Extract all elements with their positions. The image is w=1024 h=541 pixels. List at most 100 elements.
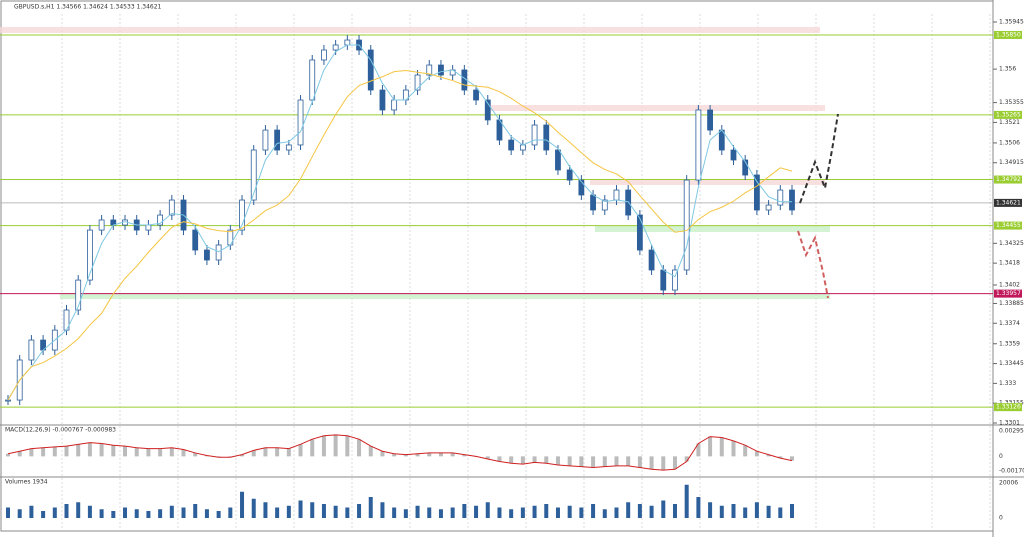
macd-bar bbox=[6, 453, 10, 457]
macd-bar bbox=[193, 452, 198, 457]
macd-bar bbox=[485, 456, 490, 459]
macd-bar bbox=[123, 446, 128, 457]
macd-bar bbox=[392, 453, 397, 457]
volume-bar bbox=[169, 505, 174, 518]
volume-bar bbox=[29, 505, 34, 518]
candle bbox=[168, 199, 175, 216]
candle bbox=[204, 249, 210, 261]
level-tag bbox=[994, 30, 1022, 39]
macd-signal bbox=[7, 434, 793, 471]
candle bbox=[636, 214, 643, 251]
volume-bar bbox=[567, 505, 572, 518]
macd-bar bbox=[52, 446, 57, 457]
macd-bar bbox=[509, 456, 514, 464]
candle bbox=[274, 129, 281, 151]
macd-bar bbox=[263, 447, 268, 457]
chart-header: GBPUSD.s,H1 1.34566 1.34624 1.34533 1.34… bbox=[14, 4, 162, 11]
candle bbox=[332, 44, 339, 51]
candle bbox=[484, 99, 491, 121]
volume-bar bbox=[649, 505, 654, 518]
volume-bar bbox=[181, 507, 186, 518]
volume-bar bbox=[485, 502, 490, 518]
volume-bar bbox=[614, 507, 619, 518]
level-label: 1.35265 bbox=[996, 111, 1021, 118]
candle bbox=[262, 129, 269, 151]
candle bbox=[578, 179, 585, 196]
volume-bar bbox=[321, 504, 326, 518]
level-tag bbox=[994, 175, 1022, 184]
macd-bar bbox=[240, 454, 245, 457]
volume-bar bbox=[790, 504, 794, 518]
volume-bar bbox=[509, 509, 514, 518]
macd-bar bbox=[719, 437, 724, 457]
macd-bar bbox=[591, 456, 596, 468]
volume-bar bbox=[193, 504, 198, 518]
macd-bar bbox=[333, 434, 338, 457]
volume-bar bbox=[6, 507, 10, 518]
macd-bar bbox=[684, 456, 689, 462]
volume-bar bbox=[637, 504, 642, 518]
resistance-zone bbox=[590, 179, 825, 185]
macd-bar bbox=[754, 451, 759, 457]
candle bbox=[367, 49, 374, 91]
macd-bar bbox=[427, 452, 432, 457]
macd-bar bbox=[251, 450, 256, 457]
volume-bar bbox=[298, 500, 303, 518]
level-tag bbox=[994, 403, 1022, 412]
candle bbox=[250, 149, 257, 201]
candle bbox=[566, 169, 573, 181]
volume-bar bbox=[87, 505, 92, 518]
volumes-label: Volumes 1934 bbox=[5, 479, 48, 486]
candle bbox=[660, 269, 667, 291]
volume-bar bbox=[76, 502, 81, 518]
volume-bar bbox=[626, 502, 631, 518]
price-tick-label: 1.34325 bbox=[999, 240, 1024, 247]
candle bbox=[683, 179, 690, 271]
macd-bar bbox=[766, 454, 771, 457]
candle bbox=[87, 229, 93, 281]
macd-bar bbox=[357, 439, 362, 457]
volume-bar bbox=[743, 507, 748, 518]
volume-bar bbox=[544, 504, 549, 518]
macd-bar bbox=[649, 456, 654, 470]
macd-bar bbox=[275, 447, 280, 457]
candle bbox=[414, 74, 421, 91]
volume-bar bbox=[41, 511, 46, 518]
macd-bar bbox=[298, 444, 303, 457]
candle bbox=[285, 144, 292, 151]
price-tick-label: 1.3418 bbox=[999, 260, 1020, 267]
macd-bar bbox=[497, 456, 502, 462]
volume-bar bbox=[403, 509, 408, 518]
level-tag bbox=[994, 221, 1022, 230]
volume-bar bbox=[438, 509, 443, 518]
candle bbox=[215, 244, 222, 261]
volume-bar bbox=[123, 507, 128, 518]
macd-bar bbox=[111, 445, 116, 457]
candle bbox=[157, 214, 164, 226]
volume-tick-label: 0 bbox=[999, 515, 1003, 522]
price-tick-label: 1.34915 bbox=[999, 159, 1024, 166]
volume-bar bbox=[52, 507, 57, 518]
macd-bar bbox=[672, 456, 677, 470]
macd-bar bbox=[169, 447, 174, 457]
candle bbox=[145, 224, 152, 231]
candle bbox=[426, 64, 433, 76]
current-price-label: 1.34621 bbox=[996, 199, 1021, 206]
macd-bar bbox=[661, 456, 666, 471]
macd-bar bbox=[310, 439, 315, 457]
volume-bar bbox=[228, 507, 233, 518]
macd-bar bbox=[438, 452, 443, 457]
macd-bar bbox=[345, 435, 350, 457]
volume-bar bbox=[17, 509, 22, 518]
volume-bar bbox=[520, 507, 525, 518]
candle bbox=[391, 99, 398, 111]
macd-bar bbox=[731, 440, 736, 457]
candle bbox=[379, 89, 386, 111]
volume-bar bbox=[216, 511, 221, 518]
candle bbox=[601, 199, 608, 211]
price-tick-label: 1.33885 bbox=[999, 300, 1024, 307]
support-zone bbox=[595, 226, 830, 232]
price-tick-label: 1.3374 bbox=[999, 320, 1020, 327]
candle bbox=[508, 139, 515, 151]
